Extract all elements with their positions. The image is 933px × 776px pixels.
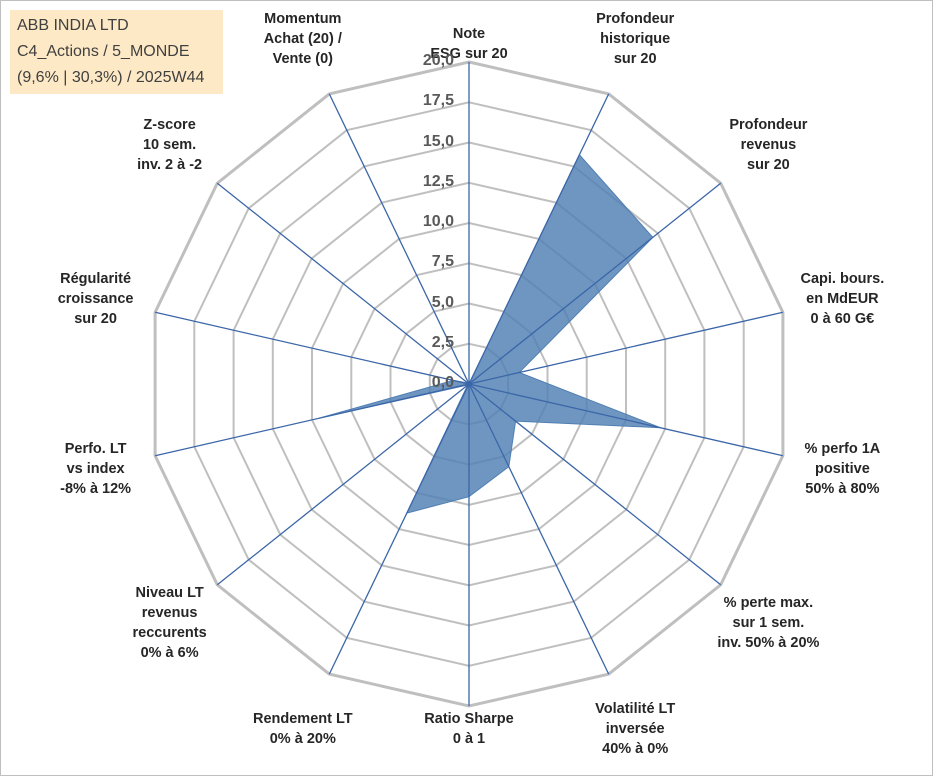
axis-label-line: 0% à 6% [140, 644, 199, 661]
period-stats: (9,6% | 30,3%) / 2025W44 [17, 69, 205, 86]
spoke-4 [468, 383, 784, 457]
axis-label-0: Note ESG sur 20 [384, 24, 554, 64]
axis-label-line: croissance [57, 290, 134, 307]
axis-label-line: inversée [605, 721, 665, 738]
axis-label-line: 0 à 1 [452, 731, 486, 747]
axis-label-line: ESG sur 20 [430, 46, 508, 62]
axis-label-13: Momentum Achat (20) / Vente (0) [218, 9, 388, 69]
axis-label-line: en MdEUR [806, 290, 879, 307]
axis-label-line: sur 1 sem. [732, 614, 805, 631]
axis-label-line: Ratio Sharpe [424, 711, 514, 727]
axis-label-line: inv. 2 à -2 [137, 157, 203, 174]
axis-label-line: Profondeur [596, 10, 675, 27]
axis-label-line: revenus [740, 137, 797, 154]
series-area-0 [318, 153, 661, 514]
axis-label-line: -8% à 12% [60, 481, 132, 498]
scale-tick-label: 17,5 [422, 92, 454, 110]
spoke-9 [216, 383, 470, 586]
radar-spokes [154, 62, 784, 706]
spoke-3 [468, 311, 784, 385]
axis-label-line: Rendement LT [252, 711, 353, 728]
radar-series [318, 153, 661, 514]
axis-label-line: revenus [141, 604, 198, 621]
axis-label-6: Volatilité LT inversée 40% à 0% [550, 699, 720, 759]
axis-label-line: sur 20 [747, 157, 790, 174]
scale-tick-label: 12,5 [422, 172, 454, 190]
scale-tick-label: 2,5 [431, 333, 454, 351]
company-name: ABB INDIA LTD [17, 17, 129, 34]
axis-label-2: Profondeur revenus sur 20 [683, 115, 853, 175]
spoke-6 [468, 383, 610, 675]
axis-label-line: positive [814, 461, 870, 478]
spoke-11 [154, 311, 470, 385]
axis-label-line: Capi. bours. [800, 270, 885, 287]
axis-label-line: Niveau LT [135, 584, 204, 601]
axis-label-line: Perfo. LT [64, 441, 127, 458]
scale-tick-label: 7,5 [431, 253, 454, 271]
axis-label-line: 0 à 60 G€ [810, 310, 875, 327]
spoke-13 [328, 93, 470, 385]
spoke-5 [468, 383, 722, 586]
axis-label-line: sur 20 [613, 50, 657, 67]
axis-label-line: Achat (20) / [263, 30, 342, 47]
axis-label-4: % perfo 1A positive 50% à 80% [757, 439, 927, 499]
axis-label-7: Ratio Sharpe 0 à 1 [384, 709, 554, 749]
scale-tick-label: 20,0 [422, 52, 454, 69]
axis-label-1: Profondeur historique sur 20 [550, 9, 720, 69]
portfolio-category: C4_Actions / 5_MONDE [17, 43, 190, 60]
spoke-8 [328, 383, 470, 675]
axis-label-3: Capi. bours. en MdEUR 0 à 60 G€ [757, 269, 927, 329]
axis-label-line: Volatilité LT [595, 701, 676, 718]
axis-label-12: Z-score 10 sem. inv. 2 à -2 [85, 115, 255, 175]
scale-tick-label: 15,0 [422, 132, 454, 150]
spoke-2 [468, 182, 722, 385]
axis-label-line: vs index [66, 461, 125, 478]
axis-label-5: % perte max. sur 1 sem. inv. 50% à 20% [683, 593, 853, 653]
axis-label-line: 0% à 20% [269, 731, 336, 748]
axis-label-line: % perte max. [723, 594, 814, 611]
axis-label-line: reccurents [132, 624, 207, 641]
axis-label-line: Régularité [60, 270, 132, 287]
scale-tick-label: 5,0 [431, 293, 454, 311]
spoke-12 [216, 182, 470, 385]
axis-label-line: historique [600, 30, 671, 47]
axis-label-line: Momentum [264, 10, 342, 27]
axis-label-line: inv. 50% à 20% [717, 634, 820, 651]
axis-label-line: % perfo 1A [804, 441, 881, 458]
scale-tick-label: 0,0 [431, 374, 454, 391]
axis-label-line: Z-score [143, 117, 196, 134]
spoke-1 [468, 93, 610, 385]
axis-label-line: Profondeur [729, 117, 808, 134]
axis-label-10: Perfo. LT vs index -8% à 12% [11, 439, 181, 499]
axis-label-9: Niveau LT revenus reccurents 0% à 6% [85, 583, 255, 663]
scale-tick-label: 10,0 [422, 213, 454, 230]
axis-label-line: Vente (0) [272, 50, 334, 67]
axis-label-line: sur 20 [74, 310, 117, 327]
axis-label-line: 40% à 0% [602, 741, 669, 758]
axis-label-line: Note [452, 26, 486, 42]
title-info-box: ABB INDIA LTD C4_Actions / 5_MONDE (9,6%… [10, 10, 223, 94]
spoke-10 [154, 383, 470, 457]
axis-label-8: Rendement LT 0% à 20% [218, 709, 388, 749]
axis-label-11: Régularité croissance sur 20 [11, 269, 181, 329]
axis-label-line: 50% à 80% [805, 481, 880, 498]
axis-label-line: 10 sem. [142, 137, 197, 154]
